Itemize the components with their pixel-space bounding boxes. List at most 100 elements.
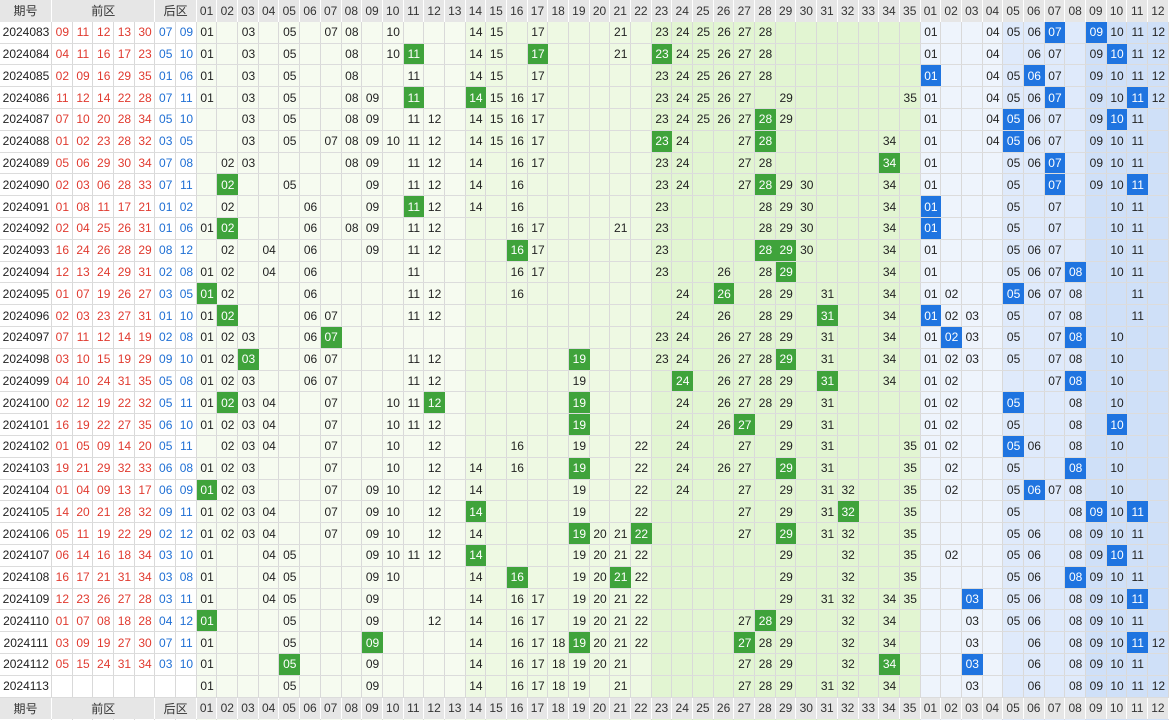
back-number: 09 [159,504,173,519]
cell: 07 [1048,46,1062,61]
cell: 25 [696,112,711,127]
cell: 17 [531,25,545,40]
cell: 27 [738,68,752,83]
cell: 04 [262,591,276,606]
cell: 17 [531,264,545,279]
cell: 01 [200,395,214,410]
header-cell: 14 [465,0,487,22]
cell: 08 [345,68,359,83]
cell: 34 [882,330,897,345]
column-bg [176,0,197,720]
cell: 03 [965,330,979,345]
cell: 01 [200,657,214,672]
cell: 27 [738,330,752,345]
cell: 03 [241,90,256,105]
cell: 01 [924,90,938,105]
hit-cell: 31 [817,305,838,326]
cell: 20 [593,635,607,650]
cell: 10 [1110,504,1124,519]
cell: 07 [1048,221,1062,236]
cell: 10 [1110,177,1124,192]
header-cell: 01 [920,0,942,22]
cell: 21 [614,679,628,694]
back-number: 05 [179,134,194,149]
header-cell: 08 [1065,0,1086,22]
header-cell: 04 [258,697,280,720]
header-cell: 14 [465,697,487,720]
cell: 11 [407,395,421,410]
cell: 05 [1006,264,1021,279]
hit-cell: 22 [631,523,652,544]
cell: 11 [407,286,421,301]
cell: 09 [365,591,380,606]
cell: 18 [551,679,566,694]
cell: 31 [820,352,835,367]
front-number: 31 [138,308,152,323]
cell: 26 [717,461,731,476]
cell: 01 [200,25,214,40]
row-line [0,347,1169,349]
cell: 19 [572,657,587,672]
cell: 06 [1027,635,1041,650]
back-number: 10 [179,417,194,432]
cell: 01 [200,90,214,105]
cell: 27 [738,395,752,410]
cell: 12 [427,504,442,519]
period: 2024087 [2,112,50,127]
front-number: 09 [97,439,111,454]
hit-cell: 05 [1003,392,1024,414]
cell: 10 [1110,570,1124,585]
cell: 18 [551,657,566,672]
front-number: 05 [55,155,70,170]
period: 2024099 [2,373,50,388]
cell: 14 [469,25,483,40]
hit-cell: 19 [569,632,590,653]
cell: 06 [303,352,318,367]
cell: 24 [676,461,690,476]
cell: 20 [593,657,607,672]
cell: 05 [1006,417,1021,432]
header-cell: 03 [961,697,983,720]
front-number: 28 [138,591,152,606]
back-number: 03 [159,548,173,563]
period: 2024105 [2,504,50,519]
back-number: 10 [179,308,194,323]
row-line [0,674,1169,676]
cell: 06 [1027,613,1041,628]
cell: 07 [1048,243,1062,258]
column-bg [300,0,321,720]
hit-cell: 11 [1127,501,1149,523]
front-number: 33 [138,177,152,192]
cell: 34 [882,286,897,301]
cell: 17 [531,134,545,149]
front-number: 20 [138,439,152,454]
cell: 02 [221,482,235,497]
cell: 14 [469,482,483,497]
cell: 07 [1048,352,1062,367]
cell: 35 [903,482,917,497]
cell: 24 [676,330,690,345]
cell: 04 [986,68,1000,83]
cell: 30 [800,199,814,214]
back-number: 10 [179,548,194,563]
hit-cell: 02 [217,218,239,239]
front-number: 13 [76,264,90,279]
cell: 16 [510,635,524,650]
column-bg [651,0,673,720]
hit-cell: 29 [775,523,797,544]
cell: 23 [655,330,669,345]
cell: 27 [738,613,752,628]
hit-cell: 05 [1003,130,1024,152]
back-number: 10 [179,46,194,61]
cell: 31 [820,330,835,345]
header-cell: 10 [1106,697,1128,720]
column-bg [320,0,342,720]
cell: 10 [386,570,400,585]
cell: 35 [903,526,917,541]
row-line [0,609,1169,611]
back-number: 11 [180,635,193,650]
cell: 26 [717,90,731,105]
cell: 15 [489,46,504,61]
cell: 01 [200,46,214,61]
cell: 32 [841,548,855,563]
